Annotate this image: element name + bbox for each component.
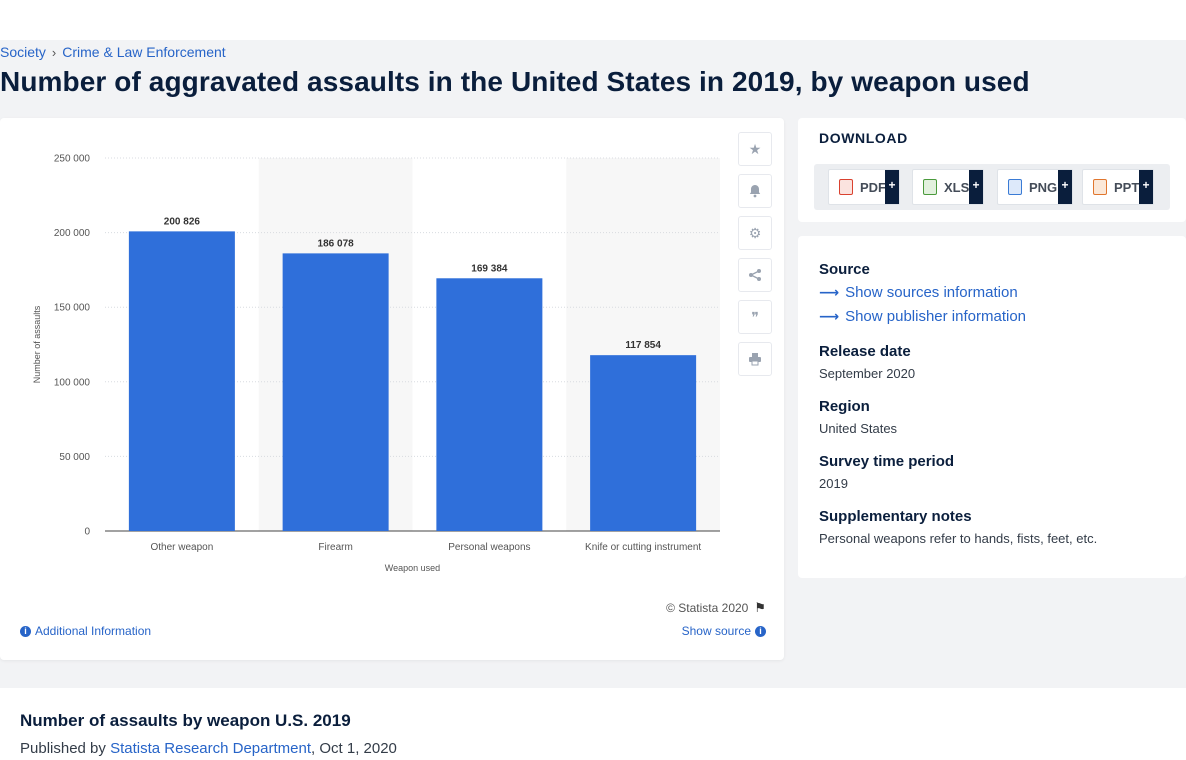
show-publisher-link[interactable]: ⟶ Show publisher information	[819, 308, 1026, 325]
download-png-button[interactable]: PNG +	[997, 169, 1073, 205]
arrow-right-icon: ⟶	[819, 284, 840, 300]
png-file-icon	[1008, 179, 1022, 195]
bar	[436, 278, 543, 531]
statistic-details-card: Source ⟶ Show sources information ⟶ Show…	[798, 236, 1186, 578]
y-tick-label: 150 000	[54, 303, 91, 314]
x-tick-label: Personal weapons	[448, 542, 530, 553]
survey-period-value: 2019	[819, 476, 848, 491]
chart-card: 0 50 000 100 000 150 000 200 000 250 000 200 8…	[0, 118, 784, 660]
survey-period-label: Survey time period	[819, 453, 955, 470]
bar	[590, 355, 697, 531]
source-label: Source	[819, 261, 870, 278]
download-buttons-row: PDF + XLS + PNG + PPT +	[814, 164, 1170, 210]
x-axis-title: Weapon used	[385, 563, 440, 573]
show-source-link[interactable]: Show source i	[682, 624, 766, 638]
top-header-strip	[0, 0, 1186, 40]
page-title: Number of aggravated assaults in the Uni…	[0, 66, 1030, 97]
ppt-file-icon	[1093, 179, 1107, 195]
publisher-link[interactable]: Statista Research Department	[110, 740, 312, 757]
copyright-text: © Statista 2020	[666, 601, 749, 615]
pdf-file-icon	[839, 179, 853, 195]
breadcrumb-crime-link[interactable]: Crime & Law Enforcement	[62, 44, 226, 60]
breadcrumb-society-link[interactable]: Society	[0, 44, 46, 60]
download-heading: DOWNLOAD	[819, 130, 908, 146]
y-tick-label: 200 000	[54, 228, 91, 239]
show-sources-link[interactable]: ⟶ Show sources information	[819, 284, 1018, 301]
plus-icon: +	[1139, 170, 1153, 204]
data-label: 200 826	[164, 216, 201, 227]
download-ppt-label: PPT	[1114, 179, 1140, 195]
flag-icon[interactable]: ⚑	[754, 600, 766, 615]
data-label: 169 384	[471, 263, 508, 274]
show-source-label: Show source	[681, 624, 751, 638]
x-tick-label: Firearm	[318, 542, 352, 553]
arrow-right-icon: ⟶	[819, 308, 840, 324]
download-png-label: PNG	[1029, 179, 1058, 195]
show-sources-label: Show sources information	[845, 284, 1018, 301]
print-icon[interactable]	[738, 342, 772, 376]
data-label: 117 854	[625, 340, 661, 351]
breadcrumb-separator: ›	[51, 44, 57, 60]
plus-icon: +	[969, 170, 983, 204]
y-tick-label: 50 000	[59, 452, 90, 463]
xls-file-icon	[923, 179, 937, 195]
download-pdf-label: PDF	[860, 179, 886, 195]
additional-information-link[interactable]: i Additional Information	[20, 624, 151, 638]
publication-date: , Oct 1, 2020	[311, 740, 397, 757]
quote-icon[interactable]: ❞	[738, 300, 772, 334]
release-date-label: Release date	[819, 343, 911, 360]
supplementary-notes-label: Supplementary notes	[819, 508, 972, 525]
bell-icon[interactable]	[738, 174, 772, 208]
breadcrumb: Society › Crime & Law Enforcement	[0, 44, 226, 60]
info-icon: i	[755, 625, 766, 637]
info-icon: i	[20, 625, 31, 637]
download-pdf-button[interactable]: PDF +	[828, 169, 900, 205]
bar	[282, 253, 389, 531]
x-tick-label: Other weapon	[150, 542, 213, 553]
additional-information-label: Additional Information	[35, 624, 152, 638]
chart-toolbar: ★ ⚙ ❞	[738, 132, 772, 376]
share-icon[interactable]	[738, 258, 772, 292]
x-tick-label: Knife or cutting instrument	[585, 542, 701, 553]
published-by-label: Published by	[20, 740, 106, 757]
plus-icon: +	[885, 170, 899, 204]
star-icon[interactable]: ★	[738, 132, 772, 166]
download-xls-button[interactable]: XLS +	[912, 169, 984, 205]
y-tick-label: 0	[84, 527, 90, 538]
download-card: DOWNLOAD PDF + XLS + PNG + PPT +	[798, 118, 1186, 222]
supplementary-notes-value: Personal weapons refer to hands, fists, …	[819, 531, 1098, 546]
plus-icon: +	[1058, 170, 1072, 204]
region-value: United States	[819, 421, 898, 436]
y-tick-label: 100 000	[54, 377, 91, 388]
download-xls-label: XLS	[944, 179, 970, 195]
show-publisher-label: Show publisher information	[845, 308, 1027, 325]
release-date-value: September 2020	[819, 366, 916, 381]
y-tick-label: 250 000	[54, 154, 91, 165]
y-axis-title: Number of assaults	[32, 305, 42, 383]
bar	[128, 231, 235, 531]
statista-credit: © Statista 2020 ⚑	[666, 600, 766, 616]
data-label: 186 078	[318, 238, 355, 249]
gear-icon[interactable]: ⚙	[738, 216, 772, 250]
bar-chart: 0 50 000 100 000 150 000 200 000 250 000 200 8…	[32, 154, 720, 573]
publication-title: Number of assaults by weapon U.S. 2019	[20, 711, 351, 730]
download-ppt-button[interactable]: PPT +	[1082, 169, 1154, 205]
publication-card: Number of assaults by weapon U.S. 2019 P…	[0, 688, 1186, 760]
publication-byline: Published by Statista Research Departmen…	[20, 740, 397, 757]
region-label: Region	[819, 398, 870, 415]
